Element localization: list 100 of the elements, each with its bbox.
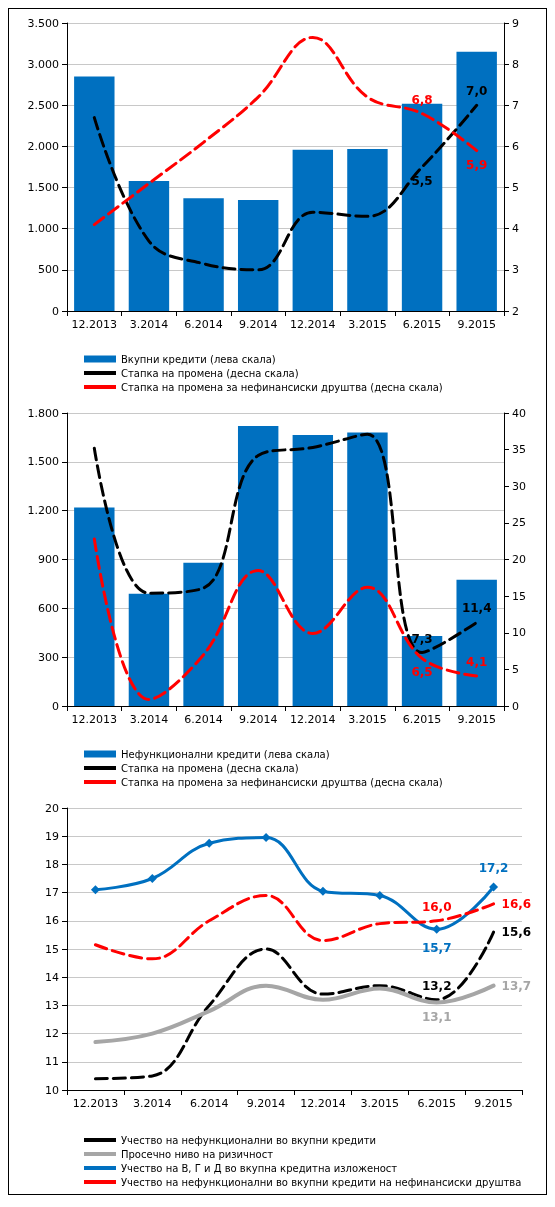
data-label: 5,9 xyxy=(466,157,488,172)
data-label: 7,0 xyxy=(466,84,488,99)
y2-tick-label: 10 xyxy=(512,626,526,640)
data-label: 16,6 xyxy=(501,896,532,911)
y2-tick-label: 30 xyxy=(512,479,526,493)
legend-label: Стапка на промена (десна скала) xyxy=(121,762,299,774)
x-tick-label: 12.2014 xyxy=(290,713,336,726)
y-tick-label: 17 xyxy=(45,886,59,900)
x-tick-label: 12.2013 xyxy=(71,318,118,331)
y-tick-label: 1.500 xyxy=(27,455,59,469)
y2-tick-label: 7 xyxy=(512,98,519,112)
x-tick-label: 12.2014 xyxy=(300,1097,346,1110)
x-tick-label: 3.2014 xyxy=(129,713,169,726)
bar xyxy=(292,149,334,311)
data-label: 6,8 xyxy=(411,92,433,107)
data-label: 15,7 xyxy=(421,940,452,955)
y-tick-label: 0 xyxy=(52,699,59,713)
y-tick-label: 11 xyxy=(45,1055,59,1069)
legend-label: Учество на нефункционални во вкупни кредити xyxy=(121,1134,377,1146)
y2-tick-label: 15 xyxy=(512,589,526,603)
y-tick-label: 900 xyxy=(38,553,59,566)
x-tick-label: 9.2015 xyxy=(457,318,496,331)
point xyxy=(90,885,100,895)
y-tick-label: 19 xyxy=(45,829,59,843)
legend-label: Нефункционални кредити (лева скала) xyxy=(121,748,330,760)
point xyxy=(375,890,385,900)
y2-tick-label: 2 xyxy=(512,304,519,318)
bar xyxy=(237,199,279,311)
bar xyxy=(456,51,497,311)
y-tick-label: 13 xyxy=(45,998,59,1012)
y2-tick-label: 20 xyxy=(512,553,526,566)
x-tick-label: 3.2014 xyxy=(129,318,169,331)
y2-tick-label: 5 xyxy=(512,181,519,195)
bar xyxy=(292,434,334,706)
x-tick-label: 6.2015 xyxy=(402,318,442,331)
y-tick-label: 0 xyxy=(52,304,59,318)
x-tick-label: 12.2013 xyxy=(72,1097,119,1110)
y-tick-label: 1.500 xyxy=(27,181,59,195)
y2-tick-label: 0 xyxy=(512,699,519,713)
data-label: 17,2 xyxy=(478,861,509,876)
x-tick-label: 9.2014 xyxy=(246,1097,286,1110)
y-tick-label: 2.500 xyxy=(27,98,59,112)
data-label: 15,6 xyxy=(501,925,532,940)
bar xyxy=(237,426,279,706)
point xyxy=(489,882,499,892)
line-series xyxy=(93,893,496,961)
legend-label: Вкупни кредити (лева скала) xyxy=(121,353,276,365)
x-tick-label: 12.2013 xyxy=(71,713,118,726)
x-tick-label: 3.2015 xyxy=(348,713,387,726)
x-tick-label: 3.2015 xyxy=(348,318,387,331)
y-tick-label: 3.000 xyxy=(27,57,59,71)
data-label: 13,2 xyxy=(421,978,452,993)
data-label: 11,4 xyxy=(461,601,492,616)
data-label: 5,5 xyxy=(411,174,433,188)
x-tick-label: 12.2014 xyxy=(290,318,336,331)
y-tick-label: 1.000 xyxy=(27,222,59,236)
x-tick-label: 9.2014 xyxy=(238,713,278,726)
y-tick-label: 14 xyxy=(45,970,59,984)
bar xyxy=(128,180,170,311)
legend-label: Учество на нефункционални во вкупни кредити на нефинансиски друштва xyxy=(121,1176,522,1188)
x-tick-label: 9.2015 xyxy=(457,713,496,726)
y-tick-label: 3.500 xyxy=(27,16,59,30)
bar xyxy=(74,76,115,311)
bar xyxy=(128,593,170,706)
y2-tick-label: 3 xyxy=(512,263,519,277)
point xyxy=(432,924,442,934)
y2-tick-label: 6 xyxy=(512,139,519,153)
y-tick-label: 600 xyxy=(38,601,59,615)
y-tick-label: 300 xyxy=(38,650,59,664)
y2-tick-label: 4 xyxy=(512,222,519,236)
legend-label: Просечно ниво на ризичност xyxy=(121,1148,274,1160)
y-tick-label: 15 xyxy=(45,942,59,956)
y-tick-label: 2.000 xyxy=(27,139,59,153)
legend-label: Стапка на промена за нефинансиски друштва (десна скала) xyxy=(121,776,443,788)
y2-tick-label: 40 xyxy=(512,406,526,420)
legend-label: Стапка на промена (десна скала) xyxy=(121,367,299,379)
x-tick-label: 6.2014 xyxy=(189,1097,229,1110)
x-tick-label: 6.2014 xyxy=(184,713,223,726)
bar xyxy=(347,432,388,706)
point xyxy=(318,886,328,896)
bar xyxy=(183,198,224,311)
data-label: 4,1 xyxy=(466,654,488,669)
x-tick-label: 6.2015 xyxy=(402,713,442,726)
y2-tick-label: 8 xyxy=(512,57,519,71)
x-tick-label: 6.2015 xyxy=(417,1097,456,1110)
x-tick-label: 9.2015 xyxy=(474,1097,513,1110)
y-tick-label: 18 xyxy=(45,857,59,871)
data-label: 16,0 xyxy=(421,899,452,914)
bar xyxy=(74,507,115,706)
y-tick-label: 500 xyxy=(38,263,59,277)
x-tick-label: 3.2014 xyxy=(133,1097,172,1110)
y-tick-label: 1.800 xyxy=(27,406,59,420)
data-label: 7,3 xyxy=(411,631,433,646)
line-series xyxy=(93,983,496,1045)
x-tick-label: 3.2015 xyxy=(360,1097,400,1110)
bar xyxy=(347,148,388,311)
bar xyxy=(183,562,224,706)
y2-tick-label: 35 xyxy=(512,443,526,457)
point xyxy=(204,838,214,848)
y-tick-label: 10 xyxy=(45,1083,59,1097)
